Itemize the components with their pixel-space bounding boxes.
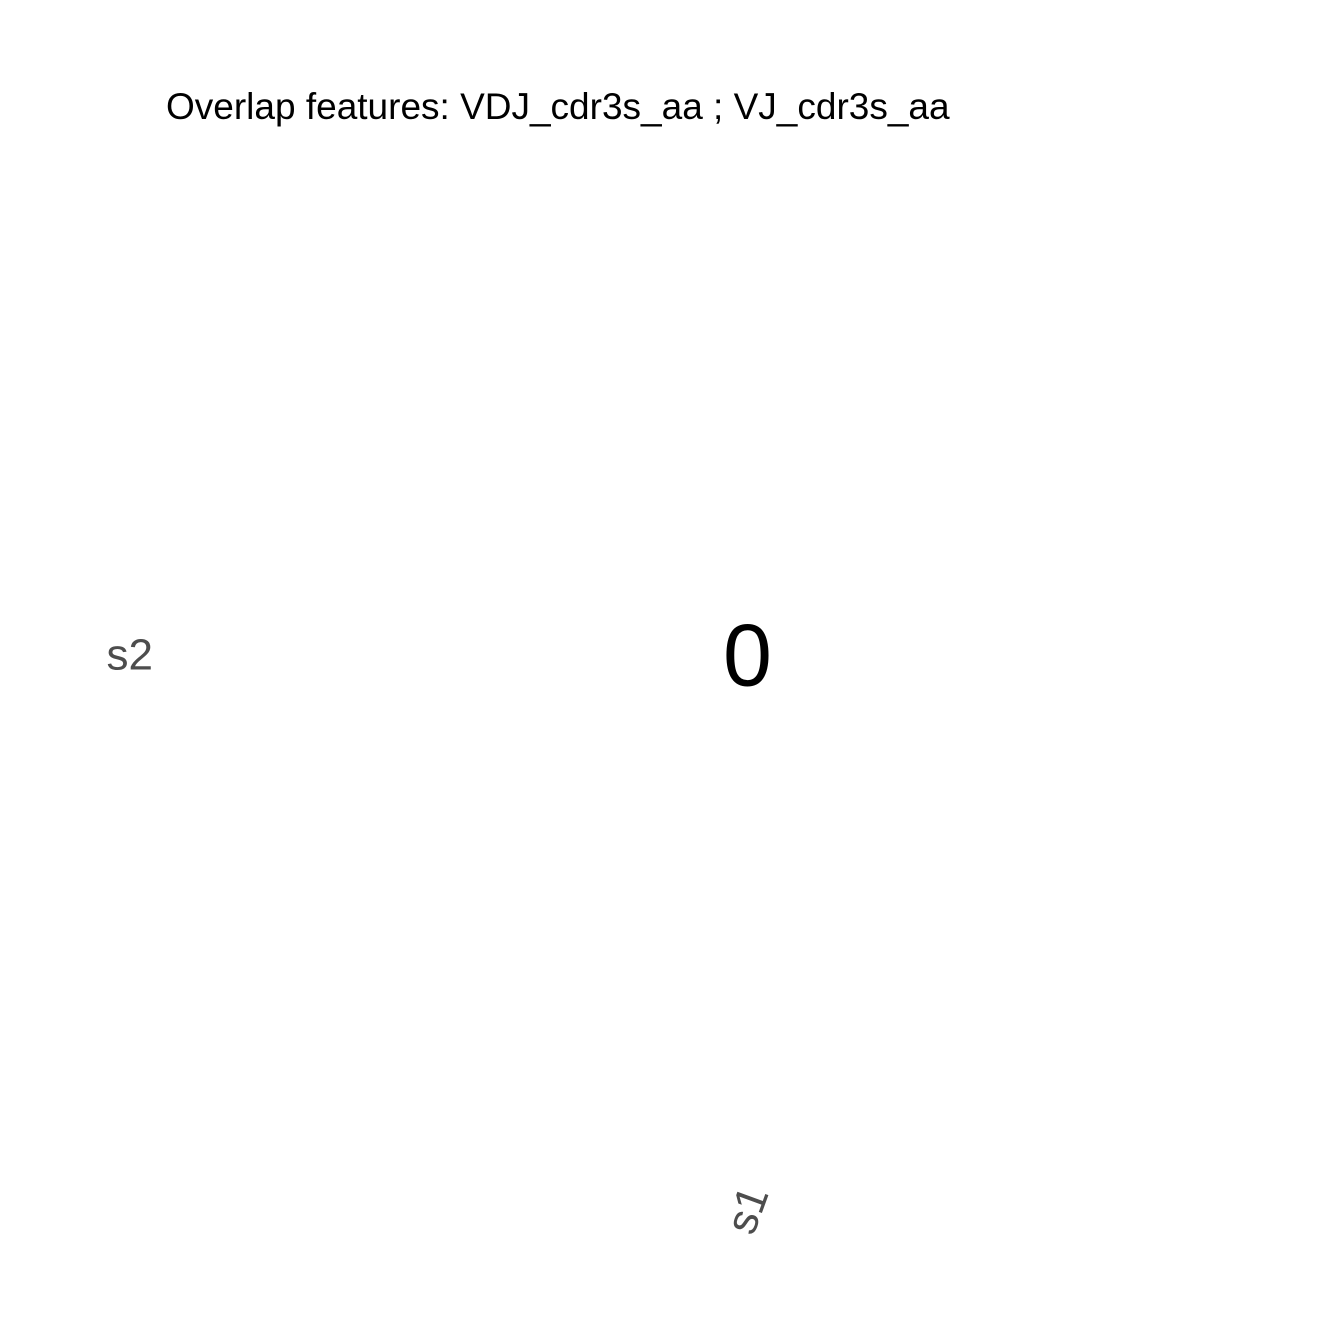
chart-title: Overlap features: VDJ_cdr3s_aa ; VJ_cdr3… — [166, 86, 950, 127]
y-axis-tick-labels: s2 — [107, 631, 153, 680]
heatmap-cells: 0 — [723, 606, 772, 705]
cell-label-s1-s2: 0 — [723, 606, 772, 705]
y-tick-label-s2: s2 — [107, 631, 153, 680]
